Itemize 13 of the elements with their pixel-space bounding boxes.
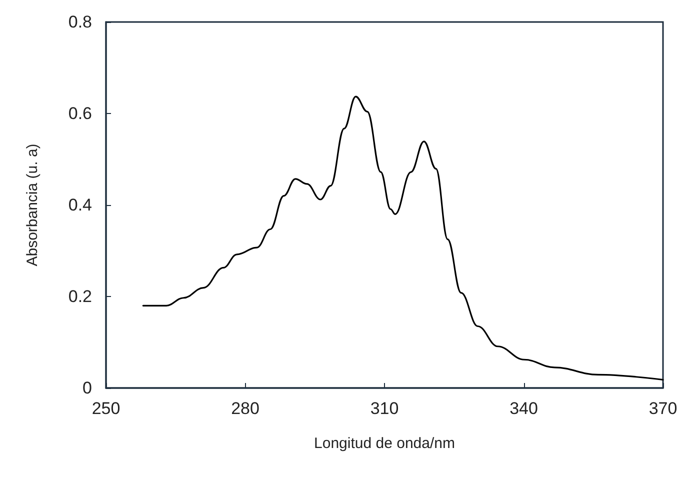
x-tick-label: 250 [92, 399, 120, 418]
x-tick-label: 310 [370, 399, 399, 418]
y-tick-label: 0.4 [68, 196, 92, 214]
x-axis-title: Longitud de onda/nm [314, 435, 455, 452]
y-tick-label: 0.6 [68, 104, 92, 123]
y-tick-label: 0.2 [68, 287, 92, 306]
line-series [142, 96, 664, 381]
x-tick-label: 340 [510, 399, 538, 418]
y-axis-title: Absorbancia (u. a) [24, 144, 41, 266]
y-tick-label: 0 [82, 378, 92, 398]
x-tick-label: 280 [231, 399, 260, 418]
y-tick-label: 0.8 [68, 12, 92, 32]
x-tick-label: 370 [648, 399, 678, 418]
